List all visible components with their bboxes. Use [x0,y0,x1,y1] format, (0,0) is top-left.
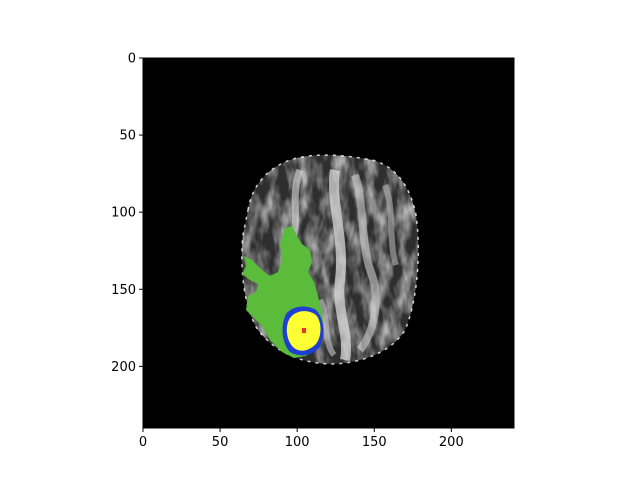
y-tick-label: 0 [128,52,136,67]
x-tick-label: 150 [362,435,387,450]
image-axes [142,57,515,429]
x-axis: 0 50 100 150 200 [139,428,464,450]
necrotic-core [302,328,306,333]
y-axis: 0 50 100 150 200 [111,52,143,375]
y-tick-label: 100 [111,206,136,221]
y-tick-label: 200 [111,360,136,375]
x-tick-label: 50 [212,435,229,450]
axes-frame [142,57,515,429]
y-tick-label: 150 [111,283,136,298]
brain-texture [241,155,419,364]
x-tick-label: 100 [285,435,310,450]
x-tick-label: 0 [139,435,147,450]
x-tick-label: 200 [439,435,464,450]
y-tick-label: 50 [119,129,136,144]
brain-scan [241,154,420,365]
